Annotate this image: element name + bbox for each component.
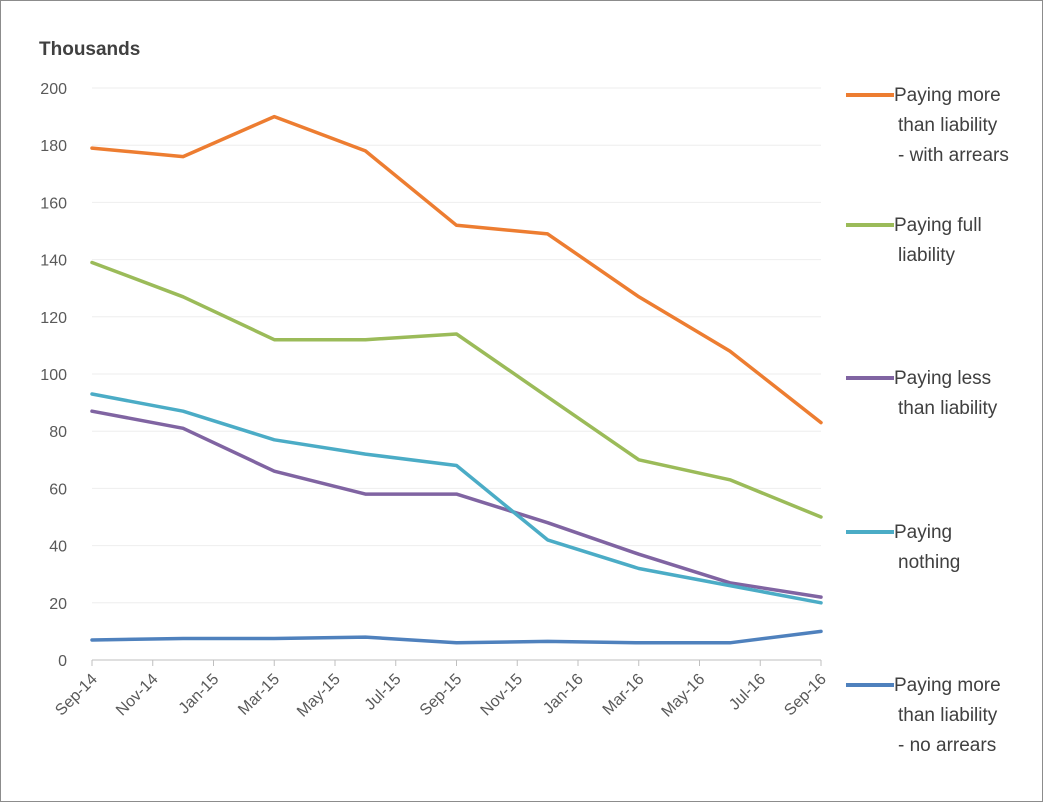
legend-label: nothing [898, 552, 960, 573]
x-tick-label: Jul-15 [362, 671, 405, 714]
y-tick-label: 140 [40, 253, 67, 270]
gridlines [92, 87, 821, 604]
x-tick-label: Nov-15 [478, 671, 527, 720]
x-tick-label: Sep-15 [417, 671, 466, 720]
x-tick-label: Sep-14 [52, 671, 101, 720]
y-tick-label: 160 [40, 195, 67, 212]
x-tick-label: Jan-16 [540, 671, 587, 718]
legend-entry-3: Paying less than liability [846, 368, 998, 419]
series-line-4 [90, 392, 823, 605]
legend-label: Paying full [894, 215, 982, 236]
series-line-5 [90, 629, 823, 645]
legend-label: Paying more [894, 85, 1001, 106]
y-tick-label: 80 [49, 424, 67, 441]
legend-label: than liability [898, 398, 998, 419]
x-tick-label: Mar-16 [600, 671, 648, 719]
y-tick-label: 100 [40, 367, 67, 384]
series-line-2 [90, 260, 823, 519]
x-tick-label: Nov-14 [113, 671, 162, 720]
legend-entry-4: Paying nothing [846, 522, 960, 573]
x-tick-label: May-16 [659, 671, 709, 721]
y-tick-label: 60 [49, 481, 67, 498]
legend-label: Paying [894, 522, 952, 543]
legend-entry-2: Paying full liability [846, 215, 982, 266]
y-tick-label: 0 [58, 653, 67, 670]
x-tick-label: Jan-15 [176, 671, 223, 718]
x-tick-label: May-15 [294, 671, 344, 721]
legend-label: Paying more [894, 675, 1001, 696]
legend-label: liability [898, 245, 956, 266]
series-line-3 [90, 409, 823, 599]
x-tick-label: Mar-15 [235, 671, 283, 719]
y-tick-label: 20 [49, 596, 67, 613]
y-tick-label: 200 [40, 81, 67, 98]
legend-entry-5: Paying more than liability - no arrears [846, 675, 1001, 756]
legend-label: - with arrears [898, 145, 1009, 166]
series-line-1 [90, 114, 823, 425]
y-axis: 0 20 40 60 80 100 120 140 160 180 200 [40, 81, 67, 670]
unit-label: Thousands [39, 39, 140, 60]
y-tick-label: 40 [49, 539, 67, 556]
x-tick-label: Jul-16 [726, 671, 769, 714]
y-tick-label: 120 [40, 310, 67, 327]
legend-entry-1: Paying more than liability - with arrears [846, 85, 1009, 166]
legend-label: than liability [898, 115, 998, 136]
legend-label: than liability [898, 705, 998, 726]
legend-label: Paying less [894, 368, 991, 389]
y-tick-label: 180 [40, 138, 67, 155]
x-tick-label: Sep-16 [781, 671, 830, 720]
x-axis: Sep-14 Nov-14 Jan-15 Mar-15 May-15 Jul-15 Sep-… [52, 659, 830, 721]
series-lines [90, 114, 823, 645]
legend-label: - no arrears [898, 735, 996, 756]
